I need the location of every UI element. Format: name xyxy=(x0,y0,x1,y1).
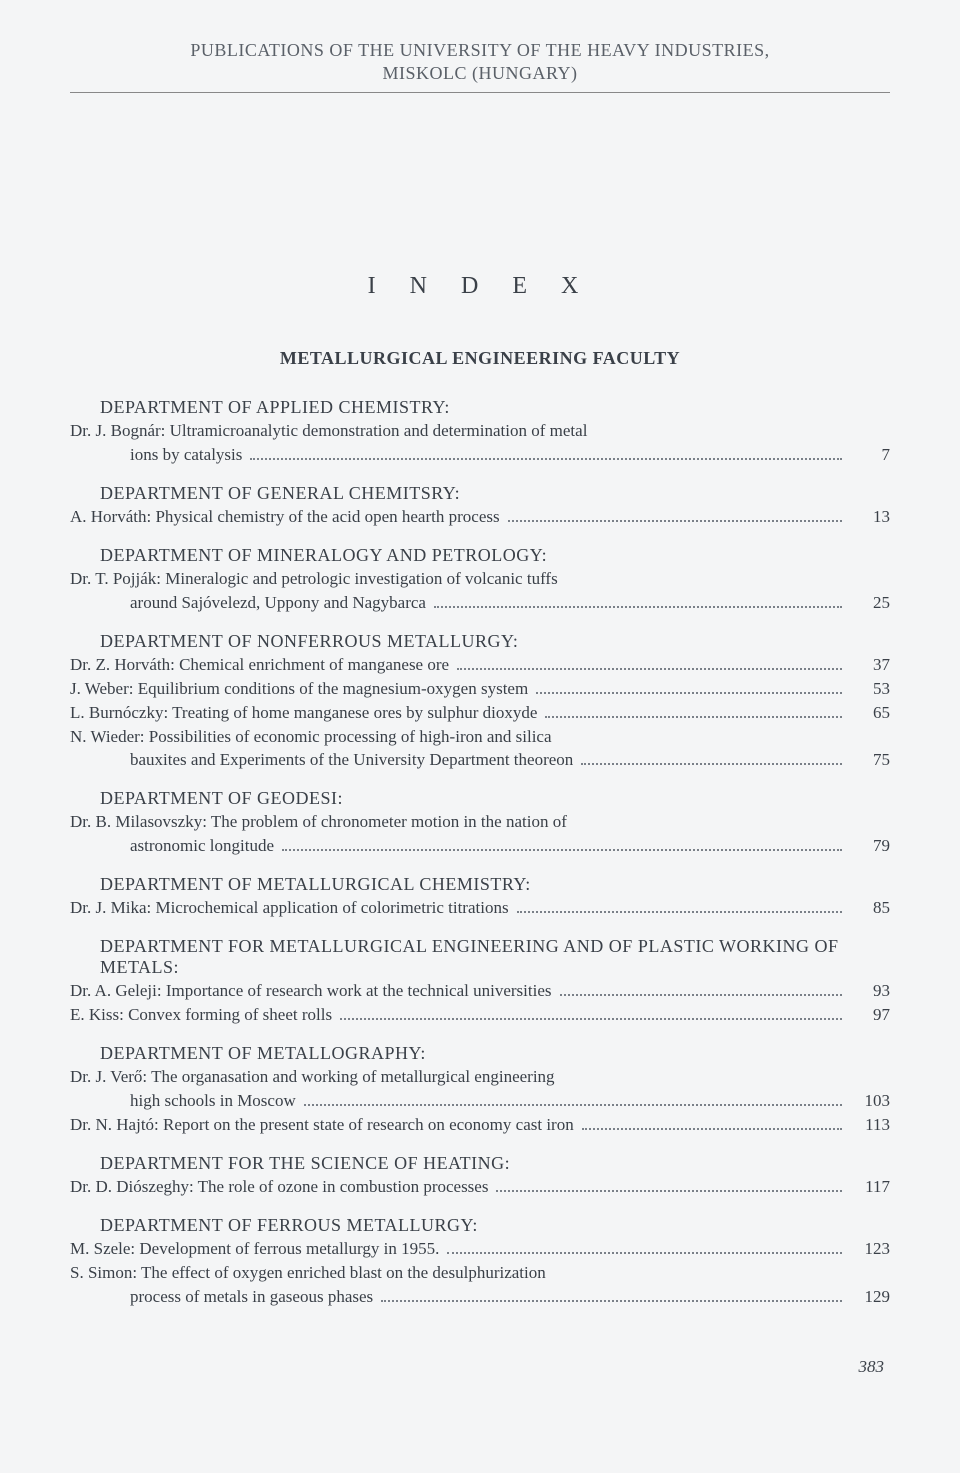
toc-page-number: 75 xyxy=(850,749,890,772)
toc-page-number: 79 xyxy=(850,835,890,858)
department-heading: DEPARTMENT OF GENERAL CHEMITSRY: xyxy=(100,483,890,504)
leader-dots xyxy=(434,598,842,608)
toc-entry-text: Dr. J. Bognár: Ultramicroanalytic demons… xyxy=(70,420,587,443)
leader-dots xyxy=(250,450,842,460)
toc-entry: Dr. D. Diószeghy: The role of ozone in c… xyxy=(70,1176,890,1199)
toc-entry-text: Dr. Z. Horváth: Chemical enrichment of m… xyxy=(70,654,449,677)
toc-entry-text: high schools in Moscow xyxy=(70,1090,296,1113)
leader-dots xyxy=(581,755,842,765)
toc-entry-continuation: astronomic longitude 79 xyxy=(70,835,890,858)
leader-dots xyxy=(282,841,842,851)
header-line-2: MISKOLC (HUNGARY) xyxy=(70,63,890,84)
toc-page-number: 93 xyxy=(850,980,890,1003)
toc-page-number: 65 xyxy=(850,702,890,725)
toc-page-number: 113 xyxy=(850,1114,890,1137)
toc-entry: Dr. T. Pojják: Mineralogic and petrologi… xyxy=(70,568,890,591)
toc-page-number: 7 xyxy=(850,444,890,467)
leader-dots xyxy=(517,903,842,913)
toc-entry-continuation: bauxites and Experiments of the Universi… xyxy=(70,749,890,772)
toc-entry: Dr. J. Verő: The organasation and workin… xyxy=(70,1066,890,1089)
toc-page-number: 37 xyxy=(850,654,890,677)
leader-dots xyxy=(304,1096,842,1106)
department-heading: DEPARTMENT OF APPLIED CHEMISTRY: xyxy=(100,397,890,418)
toc-entry-text: astronomic longitude xyxy=(70,835,274,858)
toc-entry-text: Dr. N. Hajtó: Report on the present stat… xyxy=(70,1114,574,1137)
leader-dots xyxy=(560,986,843,996)
toc-entry-text: Dr. J. Verő: The organasation and workin… xyxy=(70,1066,555,1089)
toc-entry: Dr. A. Geleji: Importance of research wo… xyxy=(70,980,890,1003)
department-heading: DEPARTMENT OF GEODESI: xyxy=(100,788,890,809)
leader-dots xyxy=(545,707,842,717)
department-heading: DEPARTMENT OF METALLOGRAPHY: xyxy=(100,1043,890,1064)
toc-page-number: 85 xyxy=(850,897,890,920)
toc-entry-text: Dr. T. Pojják: Mineralogic and petrologi… xyxy=(70,568,558,591)
toc-entry-text: J. Weber: Equilibrium conditions of the … xyxy=(70,678,528,701)
toc-page-number: 97 xyxy=(850,1004,890,1027)
toc-entry-text: A. Horváth: Physical chemistry of the ac… xyxy=(70,506,500,529)
leader-dots xyxy=(508,512,842,522)
toc-entry-text: bauxites and Experiments of the Universi… xyxy=(70,749,573,772)
toc-entry-text: L. Burnóczky: Treating of home manganese… xyxy=(70,702,537,725)
toc-entry-text: N. Wieder: Possibilities of economic pro… xyxy=(70,726,552,749)
toc-page-number: 129 xyxy=(850,1286,890,1309)
toc-page-number: 13 xyxy=(850,506,890,529)
toc-entry: N. Wieder: Possibilities of economic pro… xyxy=(70,726,890,749)
department-heading: DEPARTMENT OF MINERALOGY AND PETROLOGY: xyxy=(100,545,890,566)
toc-entry: Dr. J. Bognár: Ultramicroanalytic demons… xyxy=(70,420,890,443)
toc-entry-continuation: around Sajóvelezd, Uppony and Nagybarca 2… xyxy=(70,592,890,615)
toc-page-number: 123 xyxy=(850,1238,890,1261)
toc-entry-continuation: high schools in Moscow 103 xyxy=(70,1090,890,1113)
toc-page-number: 103 xyxy=(850,1090,890,1113)
index-title: I N D E X xyxy=(70,273,890,300)
toc-entry: Dr. N. Hajtó: Report on the present stat… xyxy=(70,1114,890,1137)
department-heading: DEPARTMENT FOR THE SCIENCE OF HEATING: xyxy=(100,1153,890,1174)
department-heading: DEPARTMENT OF METALLURGICAL CHEMISTRY: xyxy=(100,874,890,895)
toc-entry: Dr. Z. Horváth: Chemical enrichment of m… xyxy=(70,654,890,677)
toc-entry-text: Dr. D. Diószeghy: The role of ozone in c… xyxy=(70,1176,488,1199)
toc-entry-text: E. Kiss: Convex forming of sheet rolls xyxy=(70,1004,332,1027)
toc-entry-text: S. Simon: The effect of oxygen enriched … xyxy=(70,1262,546,1285)
toc-entry: Dr. J. Mika: Microchemical application o… xyxy=(70,897,890,920)
header-line-1: PUBLICATIONS OF THE UNIVERSITY OF THE HE… xyxy=(70,40,890,61)
leader-dots xyxy=(582,1120,842,1130)
leader-dots xyxy=(536,683,842,693)
toc-entry: J. Weber: Equilibrium conditions of the … xyxy=(70,678,890,701)
department-heading: DEPARTMENT OF NONFERROUS METALLURGY: xyxy=(100,631,890,652)
toc-entry-text: Dr. A. Geleji: Importance of research wo… xyxy=(70,980,552,1003)
toc-entry: Dr. B. Milasovszky: The problem of chron… xyxy=(70,811,890,834)
toc-entry: L. Burnóczky: Treating of home manganese… xyxy=(70,702,890,725)
toc-entry: A. Horváth: Physical chemistry of the ac… xyxy=(70,506,890,529)
toc-entry-text: Dr. J. Mika: Microchemical application o… xyxy=(70,897,509,920)
toc-entry-text: Dr. B. Milasovszky: The problem of chron… xyxy=(70,811,567,834)
toc-entry: M. Szele: Development of ferrous metallu… xyxy=(70,1238,890,1261)
toc-entry-text: ions by catalysis xyxy=(70,444,242,467)
leader-dots xyxy=(496,1182,842,1192)
department-heading: DEPARTMENT OF FERROUS METALLURGY: xyxy=(100,1215,890,1236)
leader-dots xyxy=(340,1010,842,1020)
toc-entry-text: process of metals in gaseous phases xyxy=(70,1286,373,1309)
toc-entry-continuation: process of metals in gaseous phases 129 xyxy=(70,1286,890,1309)
footer-page-number: 383 xyxy=(70,1357,890,1377)
toc-page-number: 53 xyxy=(850,678,890,701)
toc-entry: S. Simon: The effect of oxygen enriched … xyxy=(70,1262,890,1285)
table-of-contents: DEPARTMENT OF APPLIED CHEMISTRY:Dr. J. B… xyxy=(70,397,890,1309)
leader-dots xyxy=(457,660,842,670)
leader-dots xyxy=(381,1292,842,1302)
toc-entry-continuation: ions by catalysis 7 xyxy=(70,444,890,467)
department-heading: DEPARTMENT FOR METALLURGICAL ENGINEERING… xyxy=(100,936,890,978)
toc-page-number: 25 xyxy=(850,592,890,615)
toc-entry-text: around Sajóvelezd, Uppony and Nagybarca xyxy=(70,592,426,615)
toc-page-number: 117 xyxy=(850,1176,890,1199)
toc-entry: E. Kiss: Convex forming of sheet rolls 97 xyxy=(70,1004,890,1027)
publication-header: PUBLICATIONS OF THE UNIVERSITY OF THE HE… xyxy=(70,40,890,93)
leader-dots xyxy=(447,1244,842,1254)
toc-entry-text: M. Szele: Development of ferrous metallu… xyxy=(70,1238,439,1261)
faculty-heading: METALLURGICAL ENGINEERING FACULTY xyxy=(70,348,890,369)
